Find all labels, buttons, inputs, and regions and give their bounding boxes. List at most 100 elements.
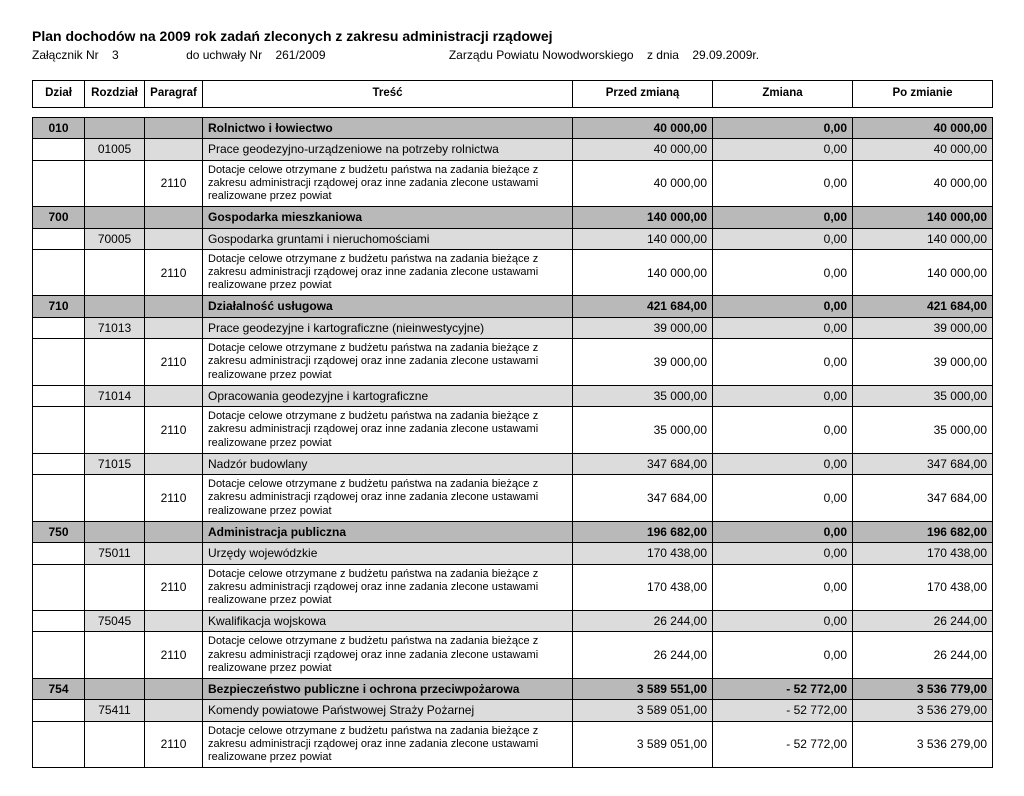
table-cell — [145, 207, 203, 228]
table-cell: 2110 — [145, 721, 203, 768]
table-cell: 3 589 051,00 — [573, 700, 713, 721]
table-row: 754Bezpieczeństwo publiczne i ochrona pr… — [33, 679, 993, 700]
table-cell: 39 000,00 — [573, 339, 713, 386]
table-cell: 0,00 — [713, 249, 853, 296]
table-row: 71013Prace geodezyjne i kartograficzne (… — [33, 317, 993, 338]
col-paragraf: Paragraf — [145, 81, 203, 108]
table-cell: 2110 — [145, 475, 203, 522]
table-cell: 2110 — [145, 564, 203, 611]
table-cell: Gospodarka mieszkaniowa — [203, 207, 573, 228]
table-cell: 0,00 — [713, 475, 853, 522]
table-cell — [85, 721, 145, 768]
table-cell: 0,00 — [713, 117, 853, 138]
table-row: 71015Nadzór budowlany347 684,000,00347 6… — [33, 453, 993, 474]
table-cell: 170 438,00 — [573, 543, 713, 564]
table-cell — [85, 160, 145, 207]
table-cell — [33, 317, 85, 338]
table-cell — [33, 385, 85, 406]
table-cell: 140 000,00 — [573, 249, 713, 296]
table-cell — [145, 543, 203, 564]
table-cell — [85, 521, 145, 542]
table-cell: 347 684,00 — [853, 475, 993, 522]
table-cell: 0,00 — [713, 207, 853, 228]
table-cell — [33, 700, 85, 721]
table-cell — [33, 475, 85, 522]
table-row: 2110Dotacje celowe otrzymane z budżetu p… — [33, 475, 993, 522]
table-row: 75045Kwalifikacja wojskowa26 244,000,002… — [33, 611, 993, 632]
table-cell — [85, 339, 145, 386]
table-row: 70005Gospodarka gruntami i nieruchomości… — [33, 228, 993, 249]
table-cell: Opracowania geodezyjne i kartograficzne — [203, 385, 573, 406]
do-uchwaly-label: do uchwały Nr — [186, 48, 262, 62]
table-cell: 0,00 — [713, 521, 853, 542]
finance-table: Dział Rozdział Paragraf Treść Przed zmia… — [32, 80, 993, 768]
table-cell: Dotacje celowe otrzymane z budżetu państ… — [203, 339, 573, 386]
table-cell — [145, 139, 203, 160]
table-cell: 0,00 — [713, 543, 853, 564]
table-cell: Nadzór budowlany — [203, 453, 573, 474]
table-cell — [145, 611, 203, 632]
table-cell: 71015 — [85, 453, 145, 474]
table-cell — [145, 453, 203, 474]
table-cell: Dotacje celowe otrzymane z budżetu państ… — [203, 632, 573, 679]
table-cell: 421 684,00 — [573, 296, 713, 317]
table-cell: 0,00 — [713, 407, 853, 454]
table-cell: Kwalifikacja wojskowa — [203, 611, 573, 632]
table-cell: 710 — [33, 296, 85, 317]
table-cell: 2110 — [145, 339, 203, 386]
table-cell: 0,00 — [713, 385, 853, 406]
table-cell: 140 000,00 — [853, 249, 993, 296]
table-cell: 35 000,00 — [853, 385, 993, 406]
table-cell: 70005 — [85, 228, 145, 249]
table-row: 2110Dotacje celowe otrzymane z budżetu p… — [33, 249, 993, 296]
table-cell: 39 000,00 — [573, 317, 713, 338]
table-cell: 75011 — [85, 543, 145, 564]
table-cell — [145, 700, 203, 721]
table-cell: 170 438,00 — [573, 564, 713, 611]
table-cell — [85, 679, 145, 700]
table-cell: 35 000,00 — [853, 407, 993, 454]
table-cell — [33, 564, 85, 611]
table-cell — [145, 317, 203, 338]
zalacznik-label: Załącznik Nr — [32, 48, 99, 62]
table-cell — [85, 407, 145, 454]
table-cell — [33, 721, 85, 768]
table-cell — [85, 475, 145, 522]
table-cell: 140 000,00 — [853, 228, 993, 249]
col-zmiana: Zmiana — [713, 81, 853, 108]
table-cell: 0,00 — [713, 339, 853, 386]
table-cell — [145, 296, 203, 317]
subtitle-line: Załącznik Nr 3 do uchwały Nr 261/2009 Za… — [32, 48, 992, 62]
table-cell: 3 536 779,00 — [853, 679, 993, 700]
table-cell: 0,00 — [713, 453, 853, 474]
table-cell — [145, 385, 203, 406]
table-cell: Administracja publiczna — [203, 521, 573, 542]
table-cell — [85, 117, 145, 138]
zdnia-text: 29.09.2009r. — [692, 48, 759, 62]
table-cell: Dotacje celowe otrzymane z budżetu państ… — [203, 407, 573, 454]
table-cell: 3 589 051,00 — [573, 721, 713, 768]
table-cell: 40 000,00 — [853, 117, 993, 138]
col-rozdzial: Rozdział — [85, 81, 145, 108]
table-cell: 347 684,00 — [853, 453, 993, 474]
table-cell — [85, 632, 145, 679]
table-cell: 40 000,00 — [573, 117, 713, 138]
table-cell: 0,00 — [713, 296, 853, 317]
table-cell — [85, 296, 145, 317]
table-cell: 75045 — [85, 611, 145, 632]
col-dzial: Dział — [33, 81, 85, 108]
table-row: 010Rolnictwo i łowiectwo40 000,000,0040 … — [33, 117, 993, 138]
table-row: 2110Dotacje celowe otrzymane z budżetu p… — [33, 160, 993, 207]
table-cell — [85, 207, 145, 228]
table-row: 2110Dotacje celowe otrzymane z budżetu p… — [33, 564, 993, 611]
table-cell: Dotacje celowe otrzymane z budżetu państ… — [203, 160, 573, 207]
table-cell: 347 684,00 — [573, 475, 713, 522]
table-row: 2110Dotacje celowe otrzymane z budżetu p… — [33, 407, 993, 454]
table-cell: 347 684,00 — [573, 453, 713, 474]
table-cell: - 52 772,00 — [713, 700, 853, 721]
table-cell — [33, 611, 85, 632]
table-cell: 170 438,00 — [853, 543, 993, 564]
table-cell — [145, 521, 203, 542]
table-cell — [33, 407, 85, 454]
table-cell: 750 — [33, 521, 85, 542]
